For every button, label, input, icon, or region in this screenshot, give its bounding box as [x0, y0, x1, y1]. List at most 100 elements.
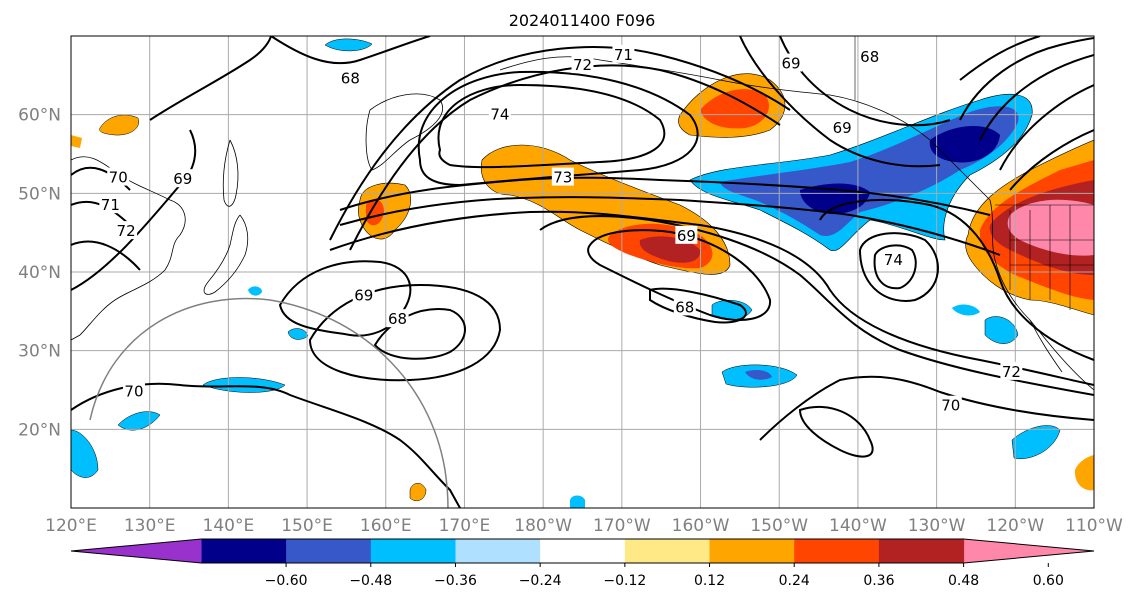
contour-label-background — [1000, 361, 1023, 380]
longitude-tick-label: 160°E — [360, 516, 412, 536]
colorbar-outline — [70, 538, 1095, 564]
contour-label: 68 — [675, 298, 694, 316]
contour-label-background — [858, 47, 881, 66]
contour-line-70-south — [759, 375, 1094, 441]
state-borders — [1009, 205, 1094, 310]
north-america-west-coast — [989, 199, 1094, 391]
latitude-tick-label: 60°N — [18, 106, 61, 126]
latitude-tick-label: 50°N — [18, 184, 61, 204]
longitude-tick-label: 140°W — [829, 516, 887, 536]
contour-label-background — [551, 167, 574, 186]
sakhalin-coast — [222, 139, 239, 207]
figure-title: 2024011400 F096 — [509, 11, 656, 30]
longitude-tick-label: 110°W — [1065, 516, 1123, 536]
colorbar-segment — [455, 539, 541, 563]
latitude-tick-labels: 20°N 30°N 40°N 50°N 60°N — [18, 106, 61, 441]
contour-line-69-west-coast-asia — [71, 129, 197, 291]
longitude-tick-label: 160°W — [672, 516, 730, 536]
contour-label: 72 — [1002, 363, 1021, 381]
contour-line-69-alaska — [739, 36, 941, 168]
colorbar-extend-min — [71, 539, 202, 563]
contour-line-70-jet — [539, 215, 1094, 396]
negative-anomaly-tiny-3 — [570, 495, 585, 508]
longitude-tick-label: 140°E — [203, 516, 255, 536]
contour-line-69-trough — [587, 229, 772, 321]
strong-negative-anomaly-hawaii-east — [745, 369, 772, 380]
political-borders — [854, 36, 1094, 310]
colorbar-tick-label: 0.60 — [1033, 573, 1064, 589]
strong-positive-anomaly-alaska — [700, 89, 769, 129]
contour-label-background — [882, 250, 905, 269]
contour-label-background — [115, 221, 138, 240]
contour-label-background — [673, 297, 696, 316]
colorbar-segment — [878, 539, 965, 563]
colorbar-segment — [709, 539, 795, 563]
contour-line-72-west-coast-asia — [71, 240, 141, 271]
contour-label: 72 — [117, 222, 136, 240]
contour-label-background — [352, 285, 375, 304]
contour-label-background — [171, 169, 194, 188]
latitude-tick-label: 30°N — [18, 342, 61, 362]
colorbar-tick-label: −0.60 — [265, 573, 308, 589]
contour-line-73-canada — [1009, 129, 1094, 191]
contour-line-72-arc — [329, 46, 791, 241]
colorbar-tick-label: 0.36 — [863, 573, 894, 589]
longitude-tick-label: 170°E — [439, 516, 491, 536]
contour-label-background — [939, 395, 962, 414]
contour-label: 68 — [388, 310, 407, 328]
contour-line-74-high — [873, 244, 917, 290]
contour-label: 71 — [614, 46, 633, 64]
colorbar-segment — [370, 539, 456, 563]
negative-anomaly-southwest-corner — [71, 429, 99, 478]
contour-line-68-east-asia — [149, 36, 272, 121]
longitude-tick-label: 130°E — [124, 516, 176, 536]
contour-label-background — [675, 225, 698, 244]
contour-label: 72 — [573, 56, 592, 74]
colorbar-extend-max — [963, 539, 1094, 563]
height-contours — [71, 36, 1094, 508]
negative-anomaly-west-pacific-band — [202, 377, 286, 393]
colorbar-tick-label: −0.24 — [519, 573, 562, 589]
contour-label-layer: 71 72 69 68 68 74 69 73 70 69 71 72 69 74 69 68 68 72 70 70 — [99, 44, 1023, 415]
contour-label: 68 — [341, 69, 360, 87]
contour-label: 69 — [354, 287, 373, 305]
map-panel: 71 72 69 68 68 74 69 73 70 69 71 72 69 74 69 68 68 72 70 70… — [18, 35, 1123, 536]
kamchatka-coast — [365, 93, 443, 171]
contour-line-70-southeast — [798, 405, 874, 458]
contour-line-71-jet — [329, 210, 1094, 386]
contour-label-background — [339, 68, 362, 87]
contour-label-background — [122, 381, 145, 400]
negative-anomaly-bering-small — [324, 38, 373, 52]
contour-line-72-south — [819, 199, 1094, 361]
contour-label: 70 — [124, 383, 143, 401]
negative-anomaly-mexico-coast — [1011, 425, 1061, 460]
colorbar-segment — [624, 539, 711, 563]
positive-anomaly-western-edge — [71, 135, 82, 148]
longitude-tick-label: 170°W — [593, 516, 651, 536]
contour-label: 74 — [490, 106, 509, 124]
map-frame — [70, 35, 1095, 509]
colorbar-segment — [201, 539, 287, 563]
contour-label-background — [780, 53, 803, 72]
contour-line-69-subtropical — [278, 260, 412, 337]
gray-circle-overlay — [89, 297, 449, 508]
longitude-tick-label: 120°E — [45, 516, 97, 536]
longitude-tick-label: 150°W — [750, 516, 808, 536]
negative-anomaly-tiny-4 — [952, 304, 980, 316]
colorbar-tick-label: 0.12 — [694, 573, 725, 589]
japan-coast — [203, 214, 249, 295]
contour-label: 71 — [101, 196, 120, 214]
longitude-tick-label: 120°W — [986, 516, 1044, 536]
positive-anomaly-southeast-corner — [1074, 455, 1094, 491]
contour-label-background — [99, 195, 122, 214]
contour-label-background — [612, 44, 635, 63]
longitude-tick-label: 180°W — [514, 516, 572, 536]
contour-line-74-low — [437, 83, 666, 169]
contour-line-68-trough — [649, 287, 747, 324]
colorbar-segment — [540, 539, 626, 563]
contour-line-68-west — [270, 36, 431, 65]
longitude-tick-label: 130°W — [908, 516, 966, 536]
strong-positive-anomaly-east-japan — [366, 199, 384, 226]
contour-line-73-high — [858, 232, 939, 302]
